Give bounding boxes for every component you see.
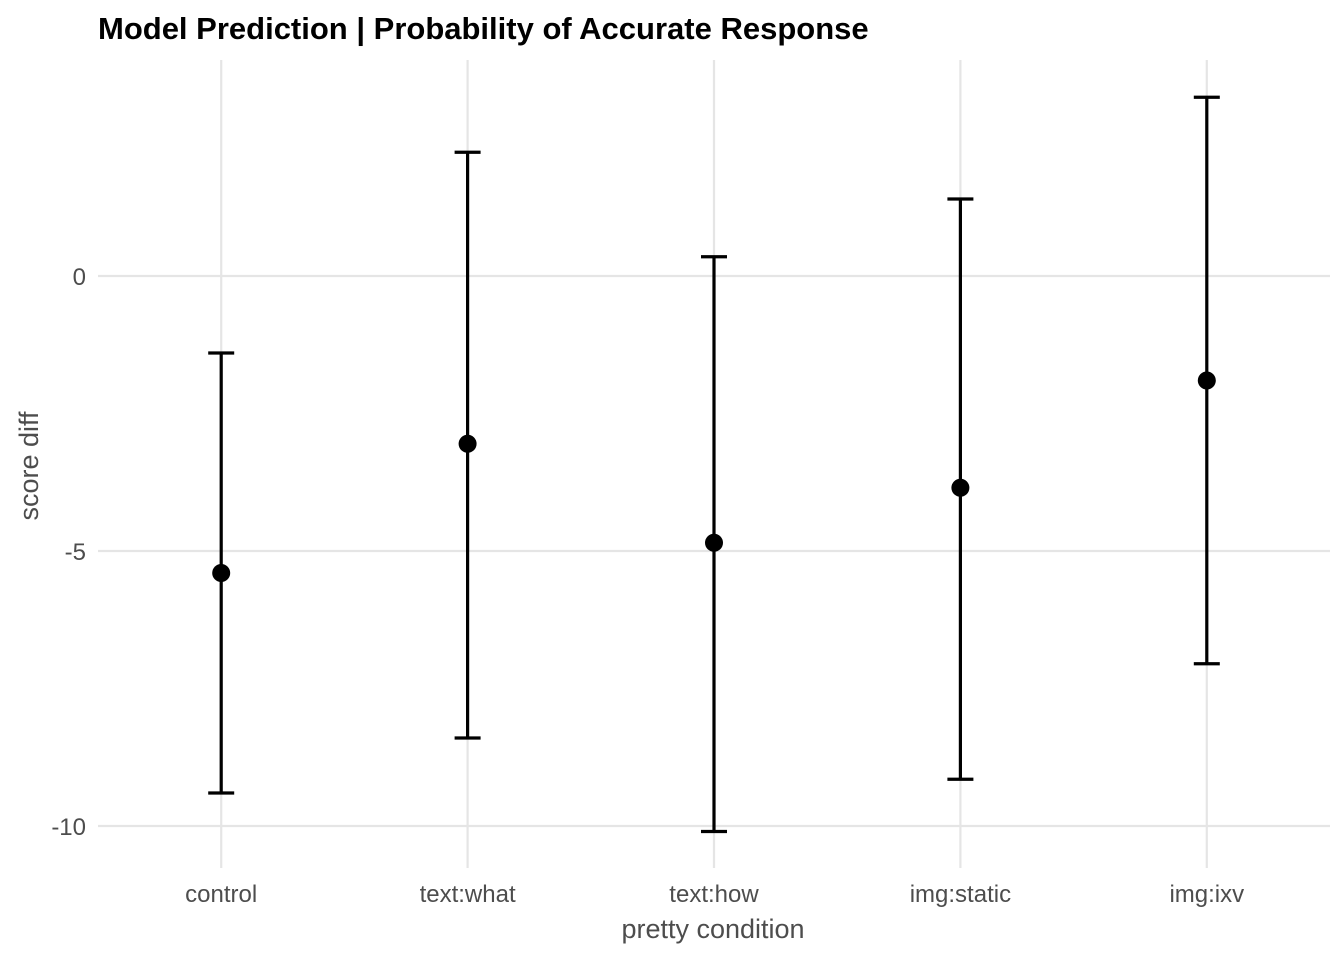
y-tick-label: -5	[65, 539, 86, 566]
point-estimate	[1197, 371, 1216, 390]
y-tick-label: 0	[73, 264, 86, 291]
x-tick-label: control	[185, 881, 257, 908]
point-estimate	[212, 564, 231, 582]
y-axis-ticks: 0 -5 -10	[51, 264, 86, 841]
point-estimate	[705, 533, 723, 552]
x-axis-ticks: control text:what text:how img:static img:ix…	[185, 881, 1244, 908]
x-tick-label: img:static	[910, 881, 1011, 908]
x-tick-label: img:ixv	[1169, 881, 1244, 908]
x-axis-title: pretty condition	[621, 914, 804, 944]
y-tick-label: -10	[51, 814, 86, 841]
point-estimate	[951, 478, 970, 497]
chart-title: Model Prediction | Probability of Accura…	[98, 11, 869, 46]
point-estimate	[458, 434, 477, 453]
x-tick-label: text:what	[420, 881, 516, 908]
x-tick-label: text:how	[669, 881, 759, 908]
y-axis-title: score diff	[14, 411, 44, 521]
data-marks	[208, 95, 1220, 834]
